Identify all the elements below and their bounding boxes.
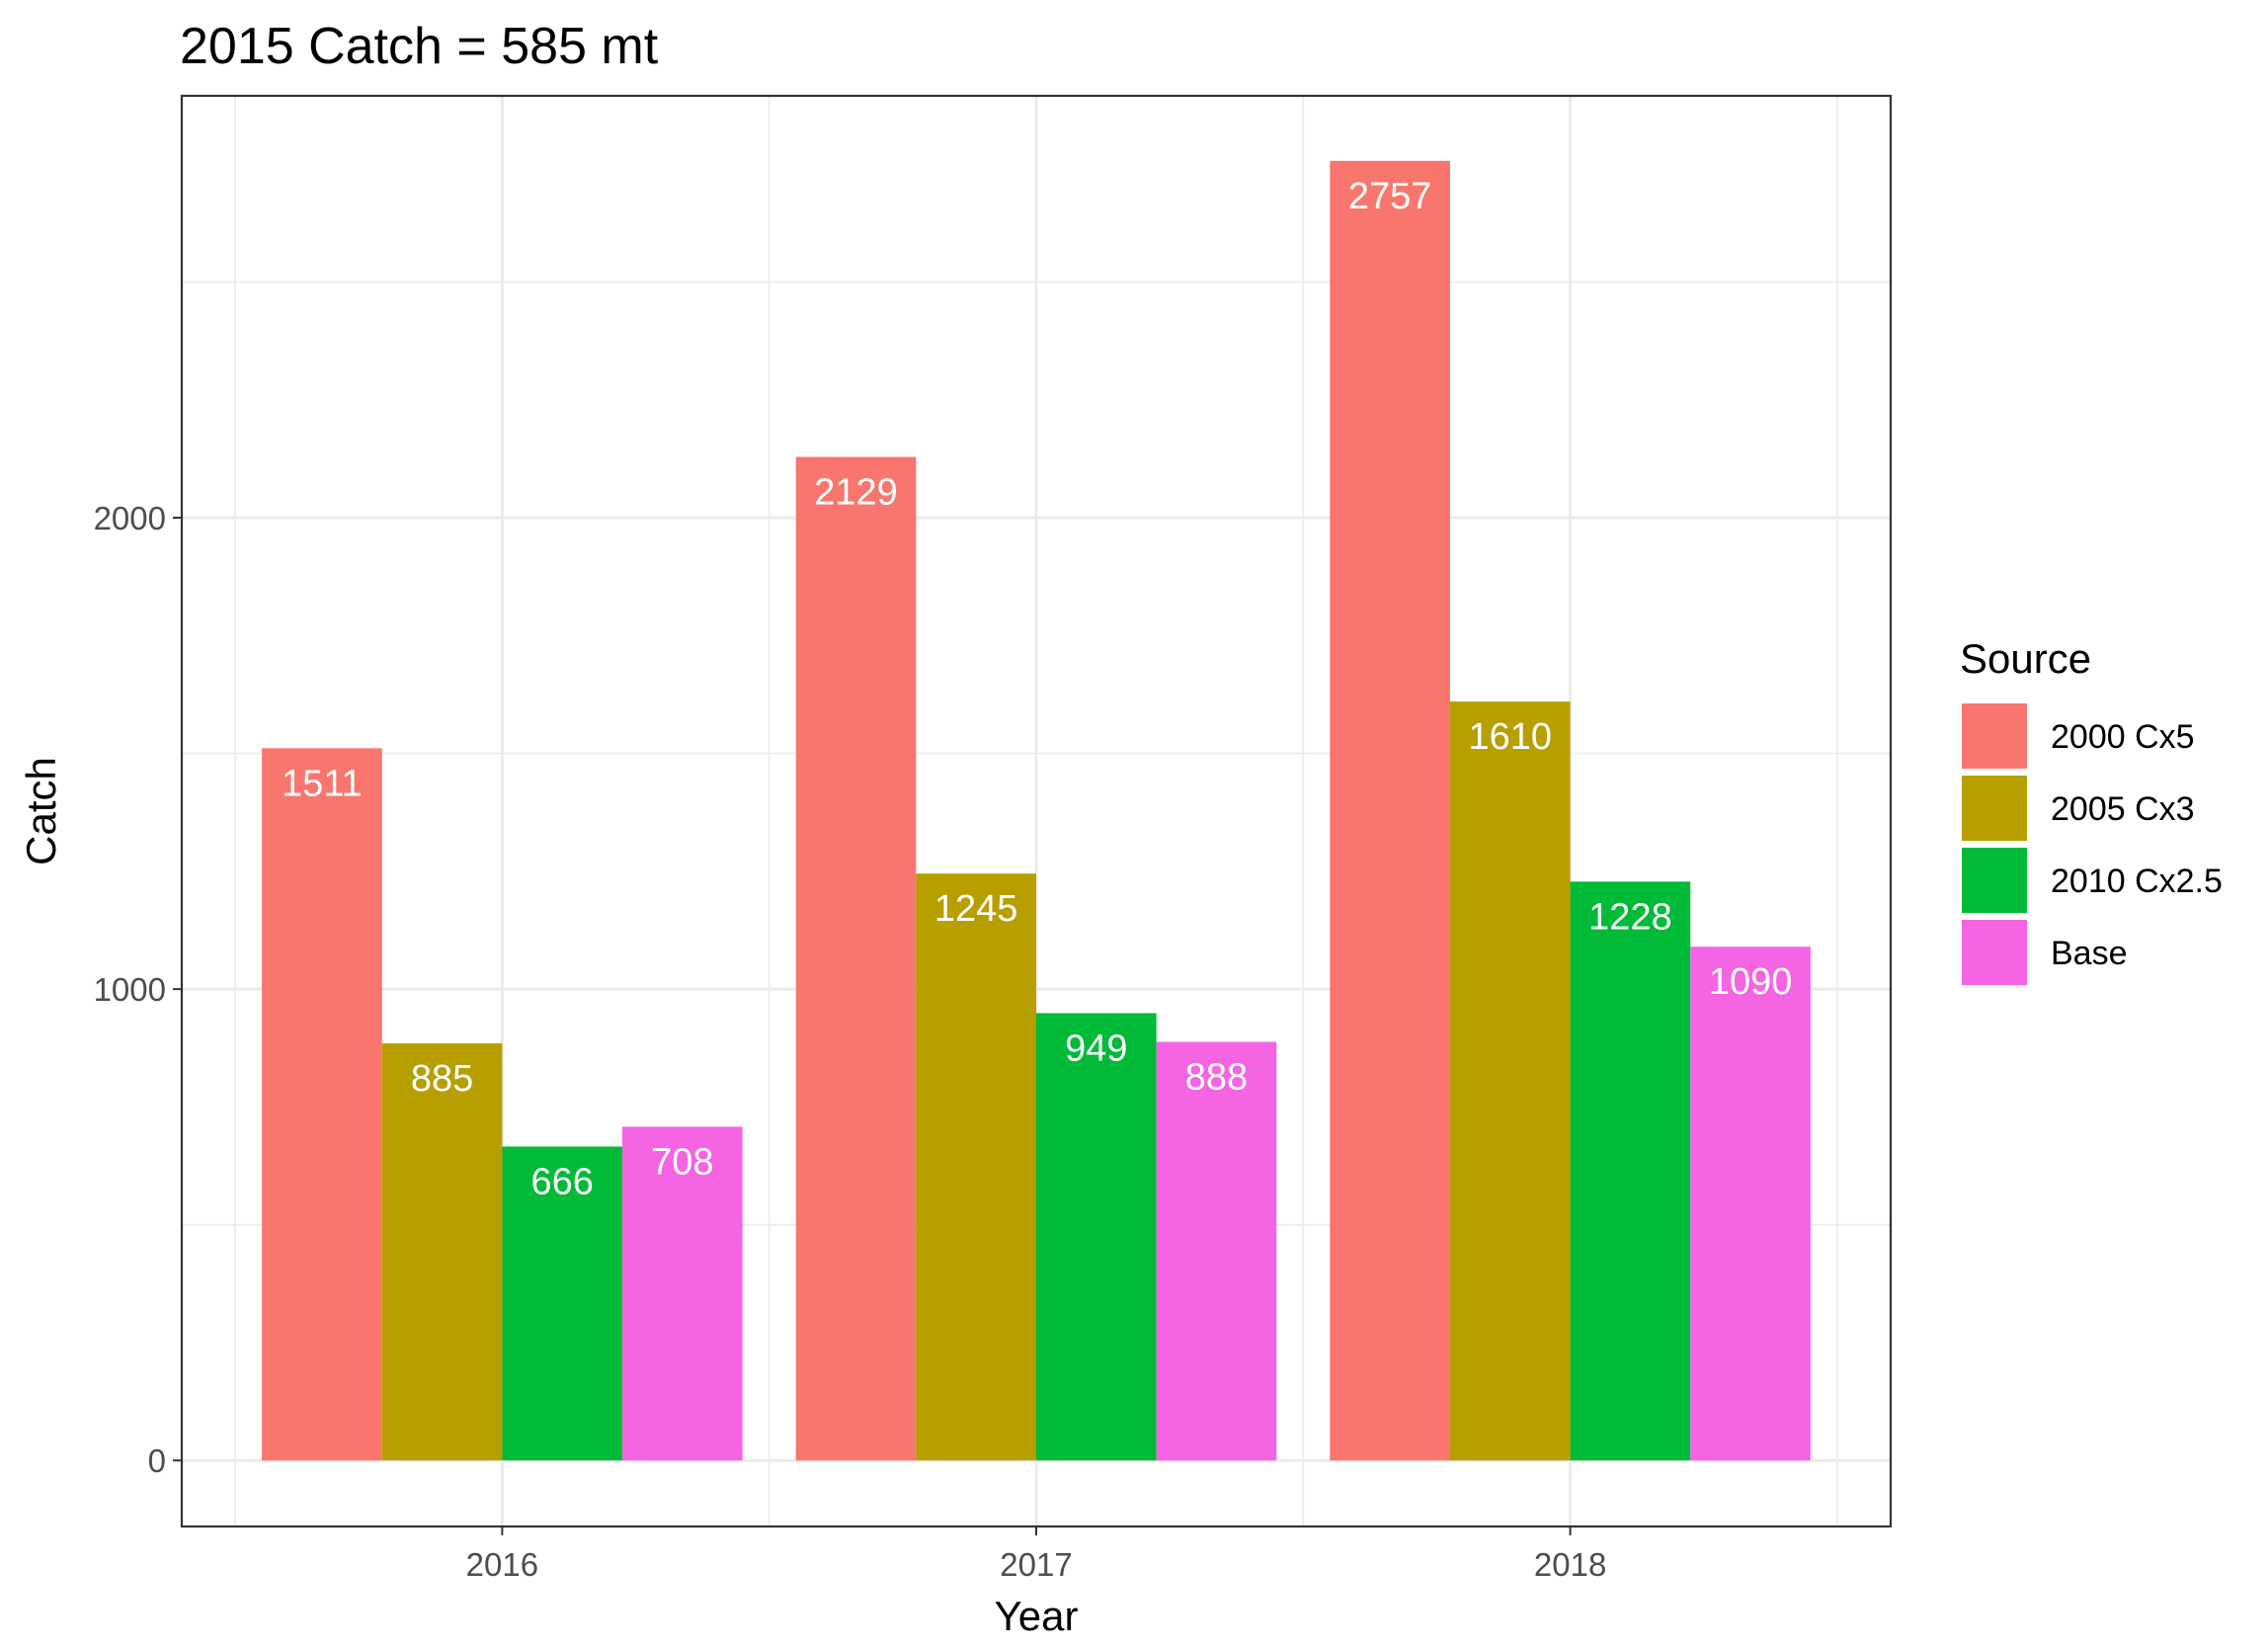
bar: [622, 1126, 743, 1461]
plot-panel: 1511 2129 2757 885 1245 1610 666 949 1228 708 888 1…: [180, 94, 1893, 1528]
y-tick-label: 1000: [94, 971, 166, 1008]
bar-value-label: 708: [651, 1141, 713, 1183]
chart-title: 2015 Catch = 585 mt: [180, 18, 659, 75]
bar: [262, 748, 382, 1461]
y-tick-label: 2000: [94, 500, 166, 536]
bars: [262, 160, 1811, 1461]
bar-value-label: 2129: [814, 471, 898, 513]
bar-value-label: 949: [1065, 1028, 1127, 1069]
bar: [1036, 1013, 1157, 1461]
bar: [916, 873, 1036, 1461]
legend-label: 2005 Cx3: [2051, 790, 2195, 828]
legend-title: Source: [1960, 635, 2091, 682]
bar-value-label: 888: [1185, 1057, 1248, 1099]
legend-label: 2000 Cx5: [2051, 718, 2195, 756]
bar-value-label: 2757: [1348, 176, 1432, 217]
legend-key: [1962, 703, 2027, 769]
bar: [1330, 160, 1450, 1461]
x-tick-label: 2016: [466, 1546, 538, 1583]
bar-value-label: 666: [530, 1161, 593, 1202]
y-axis: 0 1000 2000: [94, 500, 182, 1479]
bar-value-label: 1511: [282, 763, 363, 804]
legend-key: [1962, 848, 2027, 913]
bar: [1156, 1041, 1277, 1461]
legend-key: [1962, 776, 2027, 841]
x-tick-label: 2018: [1534, 1546, 1606, 1583]
x-axis: 2016 2017 2018: [466, 1526, 1606, 1583]
bar: [502, 1146, 623, 1461]
bar-value-label: 885: [411, 1058, 473, 1100]
x-tick-label: 2017: [1000, 1546, 1072, 1583]
bar: [1570, 881, 1691, 1461]
bar-value-label: 1610: [1469, 716, 1553, 758]
x-axis-title: Year: [995, 1593, 1079, 1639]
bar: [795, 456, 917, 1461]
legend: Source 2000 Cx5 2005 Cx3 2010 Cx2.5 Base: [1960, 635, 2223, 985]
bar-value-label: 1228: [1588, 896, 1672, 938]
bar: [1690, 947, 1811, 1461]
y-tick-label: 0: [148, 1442, 166, 1479]
y-axis-title: Catch: [18, 757, 64, 865]
legend-key: [1962, 920, 2027, 985]
legend-label: 2010 Cx2.5: [2051, 863, 2223, 900]
bar-value-label: 1090: [1709, 961, 1793, 1003]
bar: [381, 1042, 503, 1461]
bar-labels: 1511 2129 2757 885 1245 1610 666 949 1228 708 888 1…: [282, 176, 1792, 1203]
bar-value-label: 1245: [934, 888, 1018, 930]
bar: [1449, 701, 1571, 1461]
legend-label: Base: [2051, 935, 2128, 972]
